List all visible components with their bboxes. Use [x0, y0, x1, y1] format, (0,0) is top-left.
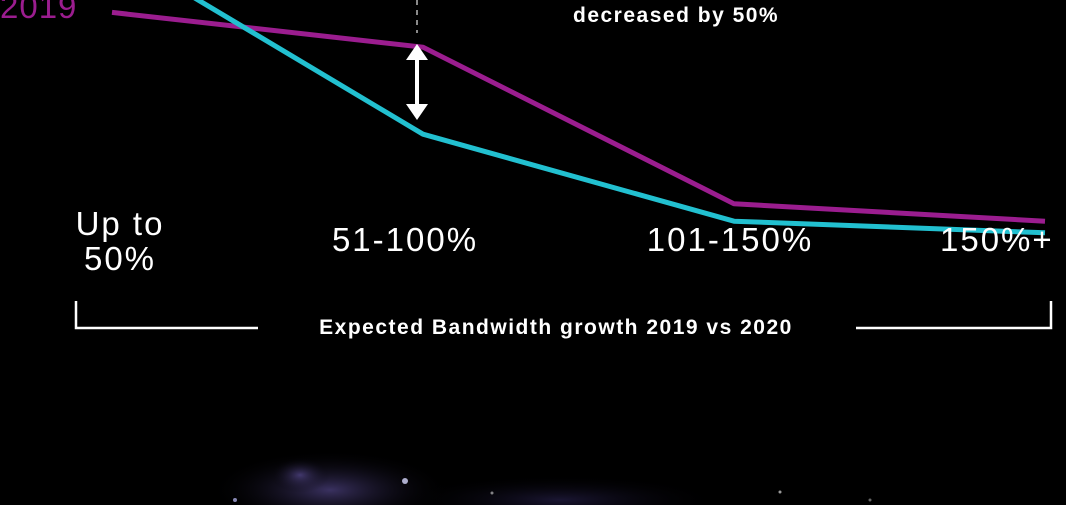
category-label-101-150: 101-150% — [630, 222, 830, 257]
x-axis-label: Expected Bandwidth growth 2019 vs 2020 — [260, 316, 852, 340]
background-nebula — [210, 450, 872, 505]
series-line-series-2 — [112, 0, 1045, 233]
difference-arrow — [406, 44, 428, 120]
series-label-2019: 2019 — [0, 0, 77, 26]
series-line-2019 — [112, 12, 1045, 221]
category-label-up-to-50: Up to 50% — [40, 206, 200, 276]
series-layer — [112, 0, 1045, 233]
category-label-150-plus: 150%+ — [940, 222, 1066, 257]
annotation-text: decreased by 50% — [573, 4, 779, 28]
category-label-51-100: 51-100% — [310, 222, 500, 257]
